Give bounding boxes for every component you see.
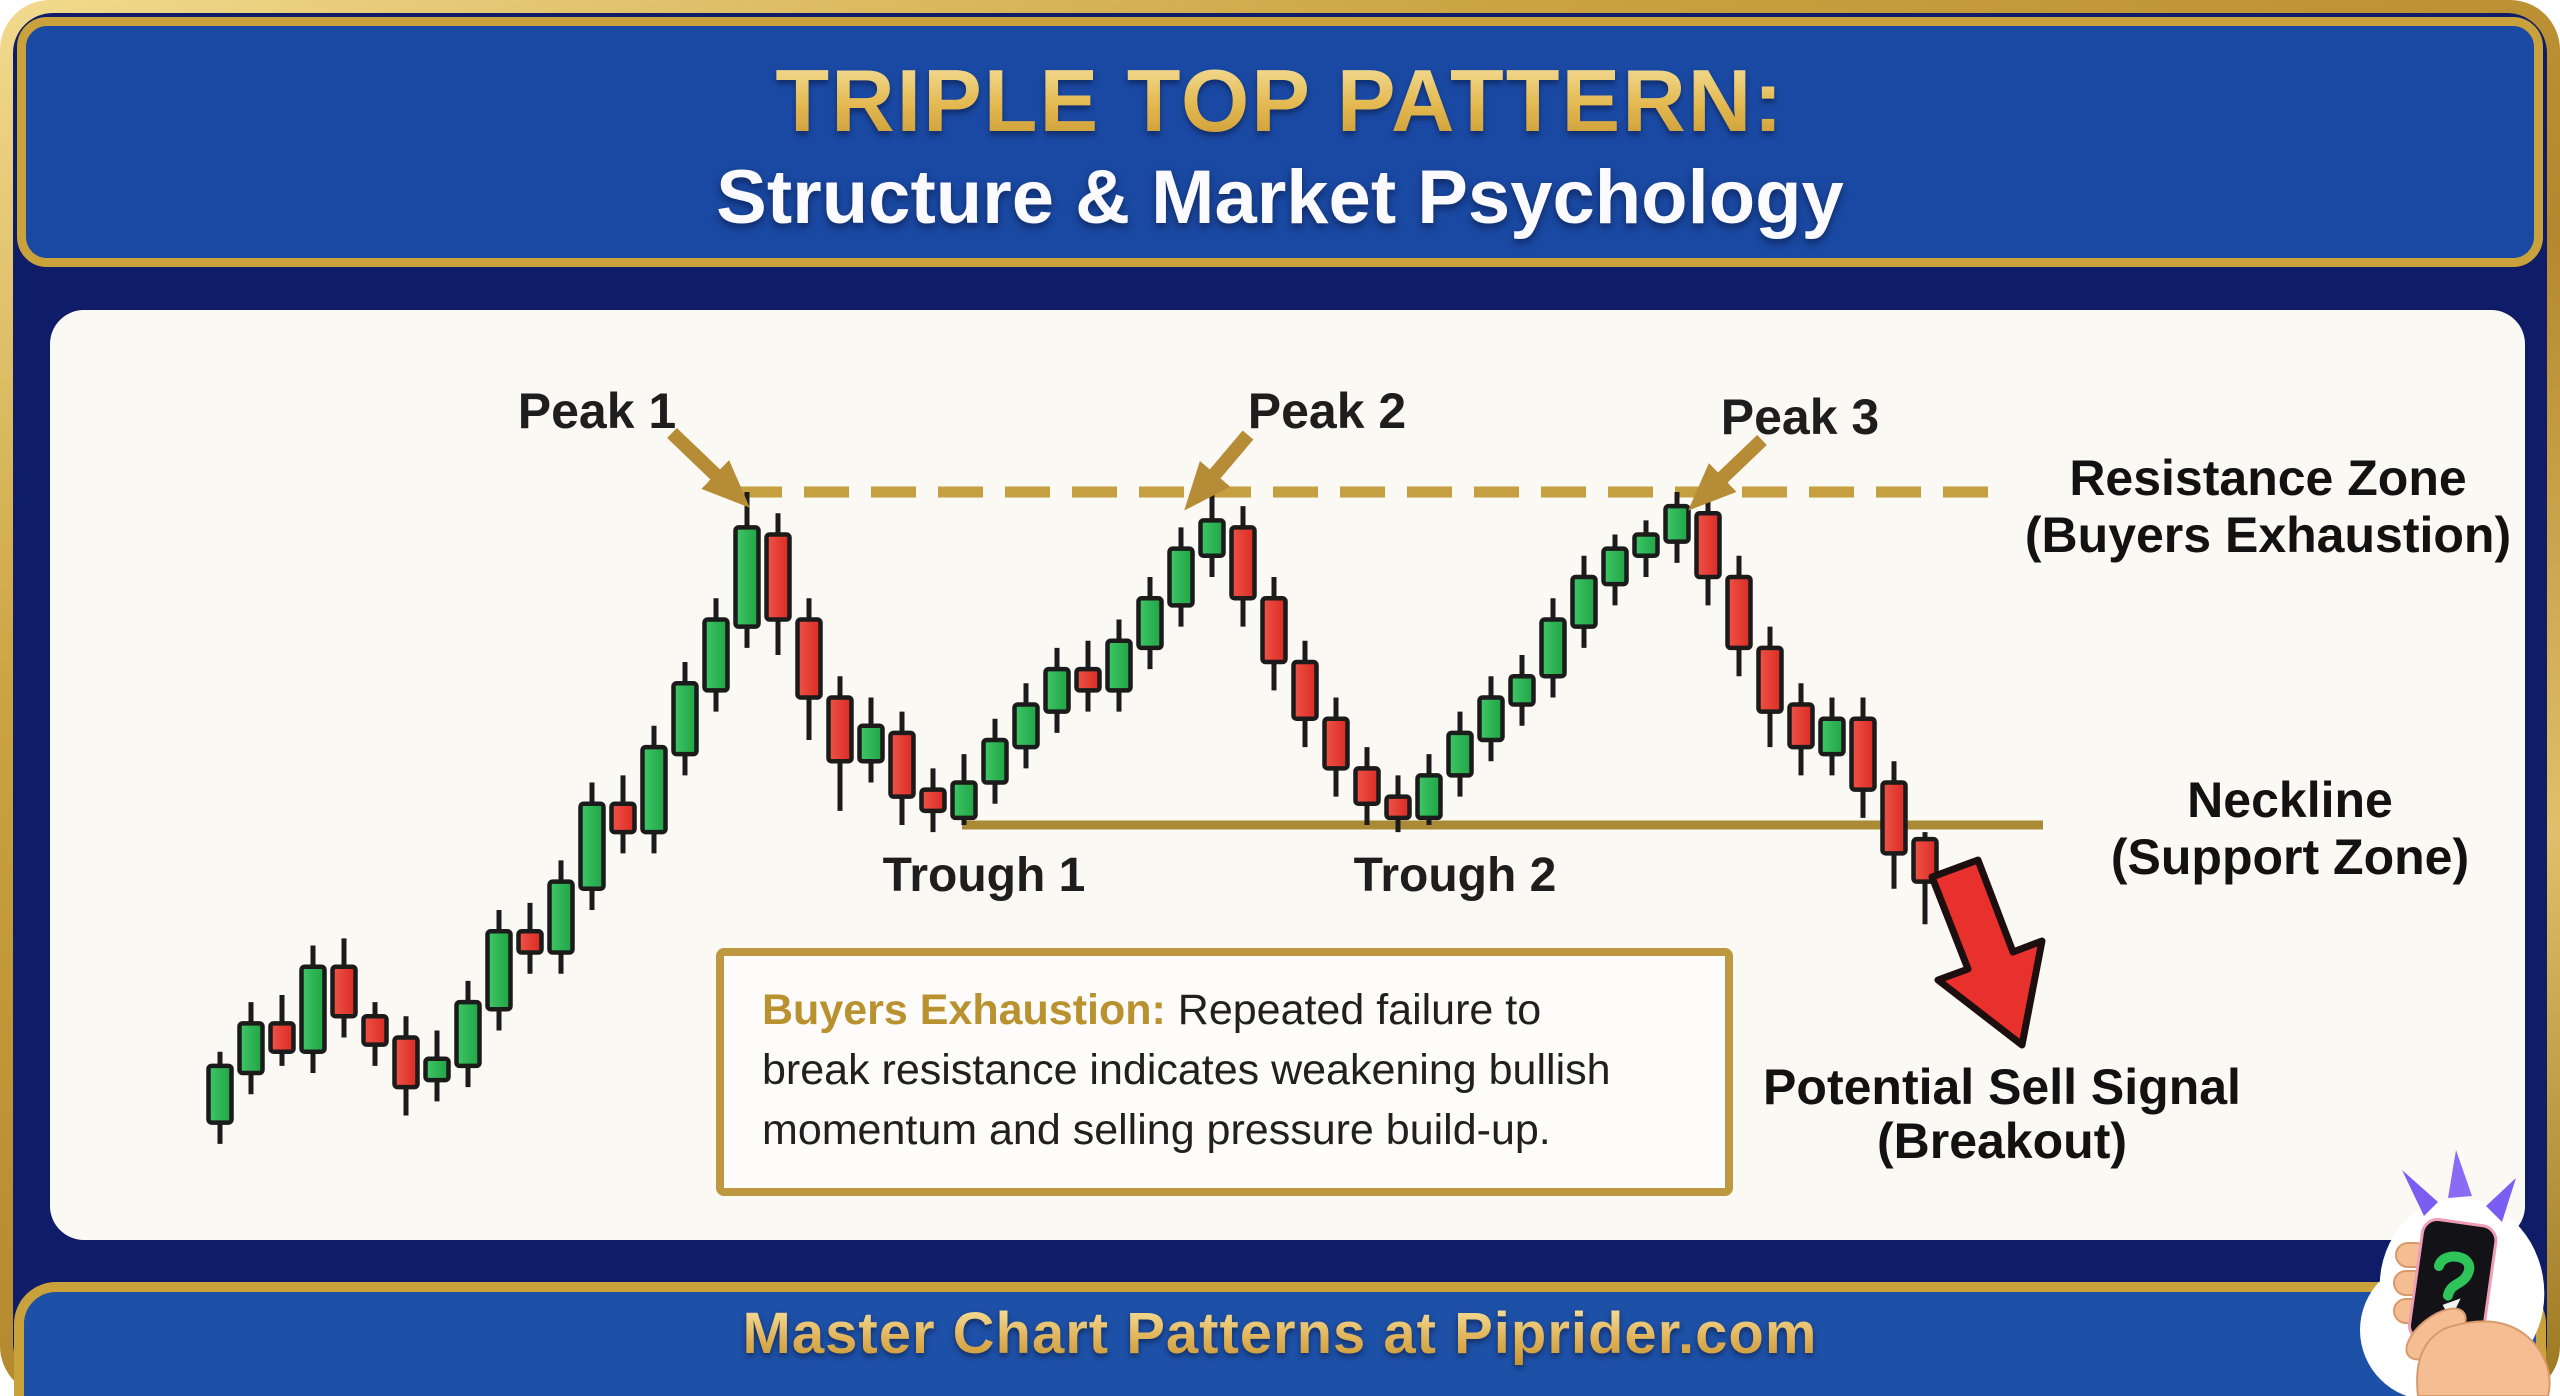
- sell-signal-label: Potential Sell Signal (Breakout): [1763, 1060, 2241, 1168]
- header-banner: TRIPLE TOP PATTERN: Structure & Market P…: [17, 17, 2543, 267]
- peak-3-label: Peak 3: [1720, 389, 1880, 445]
- buyers-exhaustion-note: Buyers Exhaustion: Repeated failure to b…: [716, 948, 1733, 1196]
- title-line-2: Structure & Market Psychology: [716, 155, 1844, 240]
- peak-2-label: Peak 2: [1247, 383, 1407, 439]
- trough-1-label: Trough 1: [882, 849, 1086, 902]
- sell-signal-line1: Potential Sell Signal: [1763, 1059, 2241, 1115]
- resistance-zone-label: Resistance Zone (Buyers Exhaustion): [2025, 450, 2511, 564]
- note-text-line2: break resistance indicates weakening bul…: [762, 1046, 1611, 1094]
- peak-1-label: Peak 1: [517, 383, 677, 439]
- trough-2-label: Trough 2: [1353, 849, 1557, 902]
- note-text-line1: Repeated failure to: [1165, 986, 1542, 1034]
- sell-signal-line2: (Breakout): [1876, 1113, 2128, 1169]
- note-text-line3: momentum and selling pressure build-up.: [762, 1106, 1551, 1154]
- footer-banner: Master Chart Patterns at Piprider.com: [14, 1282, 2546, 1396]
- resistance-zone-line2: (Buyers Exhaustion): [2024, 507, 2512, 563]
- neckline-label: Neckline (Support Zone): [2111, 772, 2469, 886]
- neckline-line2: (Support Zone): [2110, 829, 2470, 885]
- neckline-line1: Neckline: [2187, 772, 2393, 828]
- footer-text: Master Chart Patterns at Piprider.com: [24, 1300, 2536, 1367]
- title-line-1: TRIPLE TOP PATTERN:: [26, 50, 2534, 152]
- note-label: Buyers Exhaustion:: [762, 986, 1166, 1034]
- resistance-zone-line1: Resistance Zone: [2069, 450, 2467, 506]
